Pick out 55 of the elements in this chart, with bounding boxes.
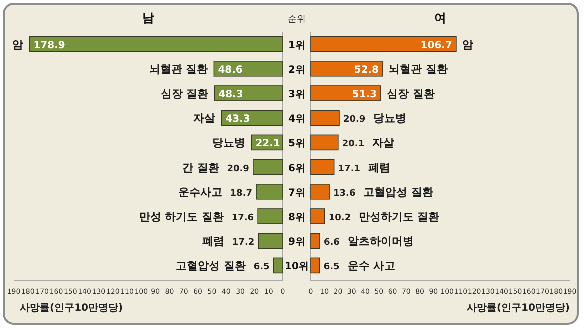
y-tick-label: 당뇨병 [373,112,406,126]
text: 순위 [288,15,306,25]
data-label: 22.1 [256,138,280,150]
data-label: 17.2 [232,238,255,248]
data-label: 20.1 [342,140,365,150]
text: 10위 [285,262,309,273]
data-label: 106.7 [420,40,452,52]
y-tick-label: 암 [462,38,474,52]
data-label: 48.6 [218,64,243,76]
y-tick-label: 심장 질환 [386,88,435,100]
y-tick-label: 뇌혈관 질환 [388,62,448,76]
y-tick-label: 알츠하이머병 [348,235,414,248]
data-label: 18.7 [230,188,253,199]
text: 2위 [288,64,306,76]
text: 7위 [288,188,306,199]
text: 4위 [288,114,306,126]
data-label: 6.5 [324,262,340,273]
data-label: 51.3 [352,90,377,100]
y-tick-label: 만성하기도 질환 [358,210,440,224]
chart-title: 남 [142,11,154,25]
data-label: 43.3 [226,114,250,126]
text: 8위 [288,212,306,224]
y-tick-label: 당뇨병 [212,136,246,150]
data-label: 20.9 [227,164,250,174]
data-label: 178.9 [34,40,66,52]
chart-title: 여 [434,11,446,25]
y-tick-label: 뇌혈관 질환 [149,62,208,76]
x-axis-title: 사망률(인구10만명당) [466,303,570,314]
y-tick-label: 자살 [372,136,394,150]
data-label: 17.1 [338,164,361,174]
y-tick-label: 만성 하기도 질환 [139,210,224,224]
y-tick-label: 고혈압성 질환 [364,186,434,199]
data-label: 10.2 [328,214,352,224]
data-label: 6.5 [254,262,270,273]
data-label: 48.3 [218,90,244,100]
text: 6위 [288,163,306,174]
y-tick-label: 폐렴 [202,235,225,248]
text: 5위 [288,138,306,150]
y-tick-label: 고혈압성 질환 [176,260,246,273]
text: 1위 [288,40,306,52]
data-label: 52.8 [354,64,379,76]
data-label: 20.9 [343,115,366,126]
x-axis-title: 사망률(인구10만명당) [20,303,124,314]
y-tick-label: 폐렴 [368,161,390,174]
text: 9위 [288,237,306,248]
data-label: 17.6 [232,214,254,224]
y-tick-label: 운수 사고 [348,260,396,273]
y-tick-label: 암 [12,38,24,52]
text: 3위 [288,90,306,100]
y-tick-label: 자살 [194,112,216,126]
y-tick-label: 간 질환 [182,161,220,174]
y-tick-label: 심장 질환 [160,88,209,100]
data-label: 6.6 [324,238,340,248]
data-label: 13.6 [334,188,356,199]
y-tick-label: 운수사고 [178,186,223,199]
